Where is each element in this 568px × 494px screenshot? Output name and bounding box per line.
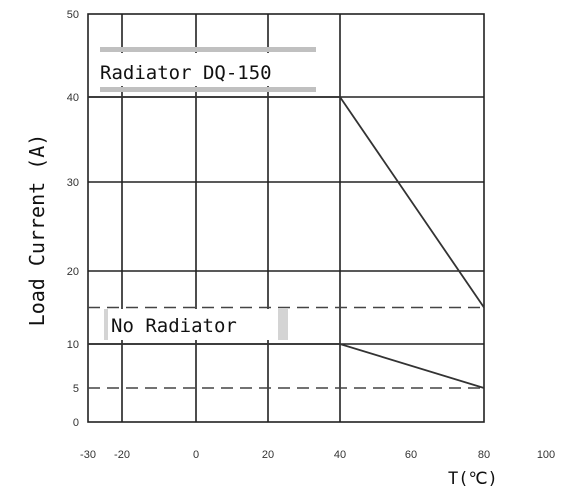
y-axis-title: Load Current (A) — [25, 134, 49, 327]
x-tick-label: 60 — [405, 449, 417, 461]
x-tick-label: 20 — [262, 449, 274, 461]
x-axis-title: T(℃) — [448, 469, 498, 489]
no-radiator-label-bar-right — [278, 309, 288, 340]
reference-lines — [88, 306, 484, 389]
radiator-label-bar-top — [100, 47, 316, 52]
y-tick-label: 5 — [73, 383, 79, 395]
radiator-label: Radiator DQ-150 — [100, 62, 272, 84]
x-tick-label: -20 — [114, 449, 130, 461]
x-tick-label: 100 — [537, 449, 555, 461]
x-tick-label: -30 — [80, 449, 96, 461]
tick-labels: -30 -20 0 20 40 60 80 100 0 5 10 20 30 40 50 — [67, 9, 555, 461]
y-tick-label: 50 — [67, 9, 79, 21]
series-lines — [88, 96, 485, 389]
y-tick-label: 10 — [67, 339, 79, 351]
series-line — [88, 343, 485, 389]
plot-frame — [87, 13, 485, 423]
y-tick-label: 0 — [73, 417, 79, 429]
x-tick-label: 0 — [193, 449, 199, 461]
y-tick-label: 40 — [67, 92, 79, 104]
y-tick-label: 30 — [67, 177, 79, 189]
no-radiator-label-box — [104, 309, 288, 340]
x-tick-label: 80 — [478, 449, 490, 461]
radiator-label-box — [97, 53, 333, 86]
no-radiator-label: No Radiator — [111, 315, 237, 337]
radiator-label-bar-bottom — [100, 87, 316, 92]
series-line — [88, 96, 485, 309]
x-tick-label: 40 — [334, 449, 346, 461]
no-radiator-label-bar-left — [104, 309, 108, 340]
y-tick-label: 20 — [67, 266, 79, 278]
